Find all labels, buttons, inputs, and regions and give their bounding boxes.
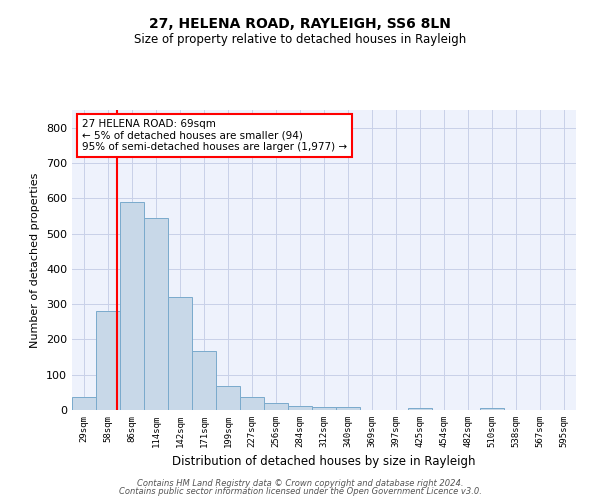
Bar (312, 407, 336, 410)
Bar (336, 407, 360, 410)
Bar (192, 351, 216, 410)
Bar (480, 408, 504, 410)
Text: Contains public sector information licensed under the Open Government Licence v3: Contains public sector information licen… (119, 487, 481, 496)
Text: 27, HELENA ROAD, RAYLEIGH, SS6 8LN: 27, HELENA ROAD, RAYLEIGH, SS6 8LN (149, 18, 451, 32)
Bar (144, 218, 168, 410)
Bar (240, 397, 264, 410)
Text: Contains HM Land Registry data © Crown copyright and database right 2024.: Contains HM Land Registry data © Crown c… (137, 478, 463, 488)
Text: 27 HELENA ROAD: 69sqm
← 5% of detached houses are smaller (94)
95% of semi-detac: 27 HELENA ROAD: 69sqm ← 5% of detached h… (82, 119, 347, 152)
Bar (264, 403, 288, 410)
Text: Size of property relative to detached houses in Rayleigh: Size of property relative to detached ho… (134, 32, 466, 46)
X-axis label: Distribution of detached houses by size in Rayleigh: Distribution of detached houses by size … (172, 456, 476, 468)
Bar (72, 397, 96, 410)
Bar (408, 408, 432, 410)
Bar (288, 406, 312, 410)
Bar (168, 297, 192, 410)
Bar (216, 386, 240, 410)
Bar (96, 311, 120, 410)
Y-axis label: Number of detached properties: Number of detached properties (31, 172, 40, 348)
Bar (120, 202, 144, 410)
